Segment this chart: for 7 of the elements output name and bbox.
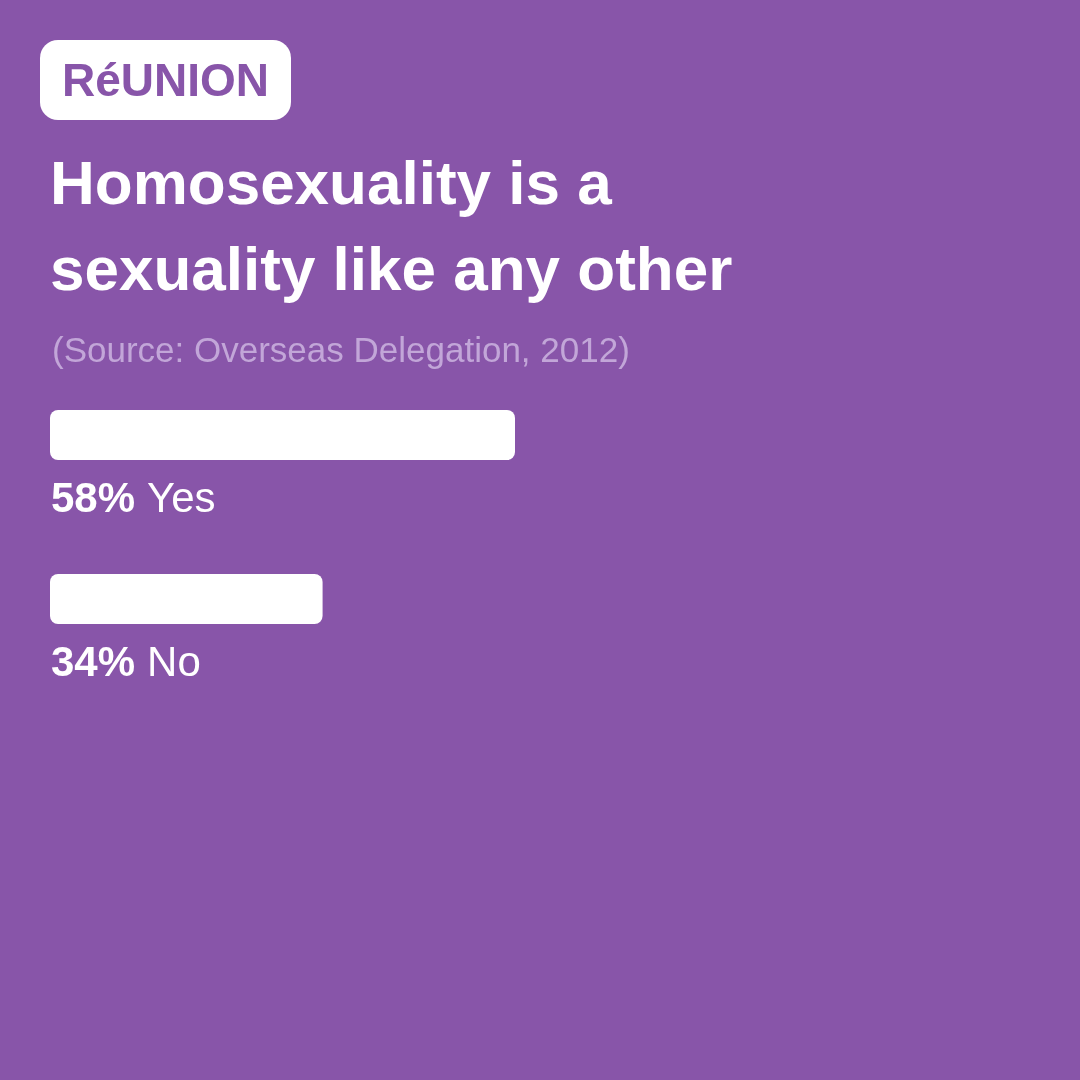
chart-subtitle: RéUNION (40, 40, 292, 120)
data-label: 34% (51, 638, 136, 685)
y-tick-label: No (147, 638, 201, 685)
y-tick-label: Yes (147, 474, 216, 521)
text: (Source: Overseas Delegation, 2012) (52, 329, 630, 371)
data-label: 58% (51, 474, 136, 521)
chart-title: Homosexuality is a sexuality like any other (50, 147, 734, 305)
